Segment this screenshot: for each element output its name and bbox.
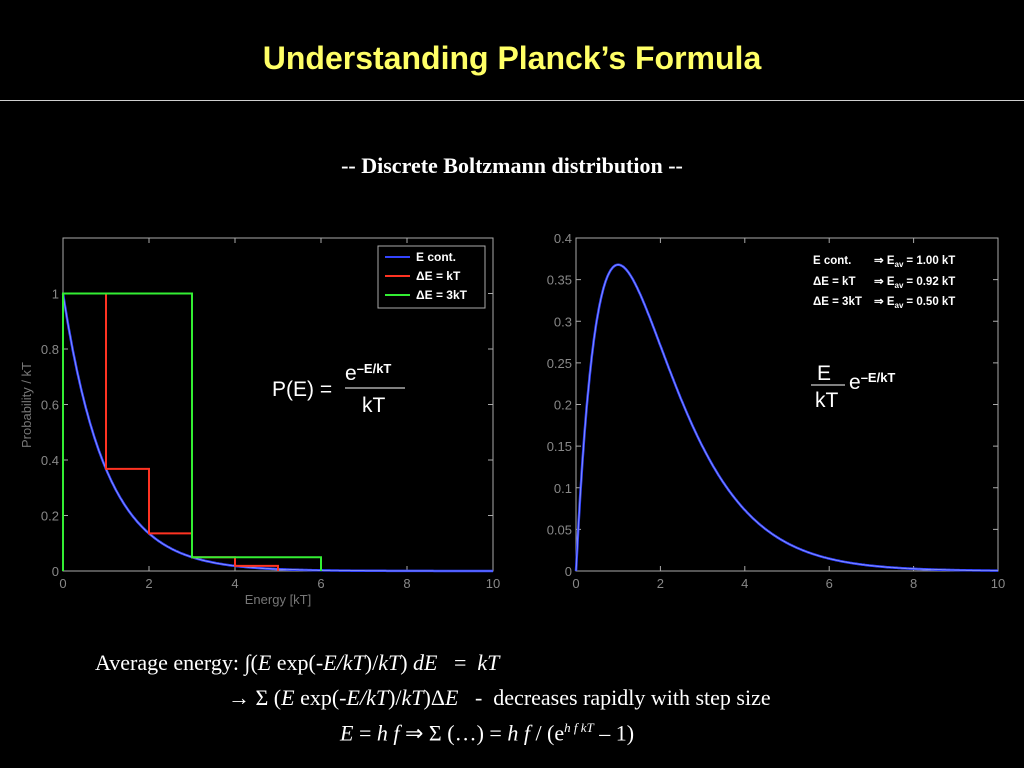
right-axis-ticks: 0 2 4 6 8 10 0 0.05 0.1 0.15 0.2 0.25 0.3 0.35 0.4: [547, 231, 1006, 591]
left-xtick-label: 6: [317, 576, 324, 591]
right-ytick-label: 0.35: [547, 273, 572, 288]
right-ytick-label: 0.15: [547, 439, 572, 454]
svg-text:⇒ Eav= 1.00 kT: ⇒ Eav = 1.00 kT: [874, 255, 955, 269]
svg-text:⇒ Eav= 0.92 kT: ⇒ Eav = 0.92 kT: [874, 276, 955, 290]
average-energy-line: Average energy: ∫(E exp(-E/kT)/kT) dE = …: [95, 650, 500, 675]
left-xtick-label: 8: [403, 576, 410, 591]
right-formula-den: kT: [815, 389, 839, 412]
svg-text:ΔE = 3kT: ΔE = 3kT: [813, 296, 862, 308]
right-formula-num: E: [817, 362, 831, 385]
right-xtick-label: 10: [991, 576, 1005, 591]
right-formula-exp: e–E/kT: [849, 370, 895, 394]
right-ytick-label: 0.05: [547, 522, 572, 537]
right-ytick-label: 0.2: [554, 398, 572, 413]
right-ytick-label: 0.25: [547, 356, 572, 371]
right-ytick-label: 0: [565, 564, 572, 579]
right-annotation-1: E cont. ⇒ Eav = 1.00 kT: [813, 255, 955, 269]
left-xtick-label: 2: [145, 576, 152, 591]
left-series-step-1: [62, 292, 279, 571]
svg-text:E cont.: E cont.: [813, 255, 851, 267]
left-y-axis-label: Probability / kT: [19, 362, 34, 448]
left-plot-lines: [61, 292, 493, 573]
right-xtick-label: 0: [572, 576, 579, 591]
legend-label-de-kt: ΔE = kT: [416, 269, 461, 283]
right-ytick-label: 0.4: [554, 231, 572, 246]
left-formula-den: kT: [362, 394, 386, 417]
discrete-sum-line: → Σ (E exp(-E/kT)/kT)ΔE - decreases rapi…: [228, 685, 771, 710]
left-formula-num: e–E/kT: [345, 361, 391, 385]
right-series-e-cont: [574, 263, 998, 572]
right-annotation-3: ΔE = 3kT ⇒ Eav = 0.50 kT: [813, 296, 955, 310]
left-xtick-label: 10: [486, 576, 500, 591]
right-xtick-label: 4: [741, 576, 748, 591]
left-series-step-3: [62, 292, 322, 571]
left-ytick-label: 0.6: [41, 398, 59, 413]
left-axis-ticks: 0 2 4 6 8 10 0 0.2 0.4 0.6 0.8 1: [41, 238, 500, 591]
left-x-axis-label: Energy [kT]: [245, 592, 311, 607]
right-ytick-label: 0.3: [554, 314, 572, 329]
legend-label-de-3kt: ΔE = 3kT: [416, 288, 468, 302]
left-ytick-label: 0.4: [41, 453, 59, 468]
right-plot-lines: [574, 263, 998, 572]
planck-result-line: E = h f ⇒ Σ (…) = h f / (eh f kT – 1): [340, 720, 635, 746]
right-xtick-label: 2: [657, 576, 664, 591]
title-divider: [0, 100, 1024, 101]
left-ytick-label: 0.2: [41, 509, 59, 524]
legend-label-e-cont: E cont.: [416, 250, 456, 264]
right-xtick-label: 6: [826, 576, 833, 591]
slide-title: Understanding Planck’s Formula: [262, 40, 762, 76]
left-ytick-label: 0.8: [41, 342, 59, 357]
right-series-e-cont-highlight: [575, 264, 998, 572]
left-xtick-label: 4: [231, 576, 238, 591]
right-ytick-label: 0.1: [554, 481, 572, 496]
left-series-e-cont-highlight: [62, 293, 493, 572]
right-xtick-label: 8: [910, 576, 917, 591]
right-annotation-2: ΔE = kT ⇒ Eav = 0.92 kT: [813, 276, 955, 290]
left-ytick-label: 0: [52, 564, 59, 579]
left-ytick-label: 1: [52, 287, 59, 302]
svg-text:⇒ Eav= 0.50 kT: ⇒ Eav = 0.50 kT: [874, 296, 955, 310]
left-xtick-label: 0: [59, 576, 66, 591]
left-series-e-cont: [61, 293, 493, 573]
slide-subtitle: -- Discrete Boltzmann distribution --: [341, 153, 683, 178]
svg-text:ΔE = kT: ΔE = kT: [813, 276, 855, 288]
left-formula-lhs: P(E) =: [272, 378, 332, 401]
